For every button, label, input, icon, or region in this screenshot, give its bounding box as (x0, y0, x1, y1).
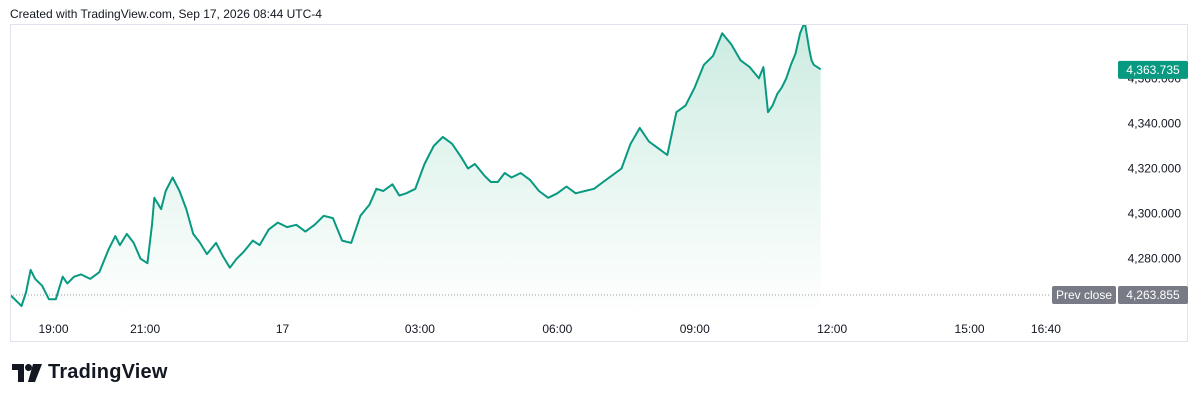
y-axis[interactable]: 4,280.0004,300.0004,320.0004,340.0004,36… (1128, 71, 1182, 265)
x-tick-label: 03:00 (405, 322, 435, 336)
x-tick-label: 06:00 (542, 322, 572, 336)
tradingview-logo[interactable]: TradingView (12, 361, 168, 384)
last-price-label: 4,363.735 (1118, 60, 1188, 79)
svg-text:4,263.855: 4,263.855 (1126, 288, 1180, 302)
x-tick-label: 09:00 (680, 322, 710, 336)
y-tick-label: 4,320.000 (1128, 162, 1182, 176)
chart-frame[interactable] (10, 24, 1188, 342)
svg-text:Prev close: Prev close (1056, 288, 1112, 302)
price-chart[interactable]: 4,280.000 4,300.000 4,320.000 4,340.000 4,36… (0, 0, 1200, 345)
price-line (11, 25, 822, 307)
prev-close-label: Prev close 4,263.855 (1052, 286, 1188, 305)
y-tick-label: 4,340.000 (1128, 116, 1182, 130)
x-tick-label: 16:40 (1031, 322, 1061, 336)
tradingview-wordmark: TradingView (48, 361, 168, 383)
y-tick-label: 4,280.000 (1128, 252, 1182, 266)
x-tick-label: 21:00 (130, 322, 160, 336)
x-tick-label: 19:00 (38, 322, 68, 336)
x-tick-label: 12:00 (817, 322, 847, 336)
price-area-fill (11, 25, 821, 315)
x-axis[interactable]: 19:00 21:00 17 03:00 06:00 09:00 12:00 15:00 16:… (38, 322, 1061, 336)
svg-text:4,363.735: 4,363.735 (1126, 63, 1180, 77)
created-with-caption: Created with TradingView.com, Sep 17, 20… (10, 7, 322, 21)
x-tick-label: 15:00 (955, 322, 985, 336)
x-tick-label: 17 (276, 322, 290, 336)
tradingview-logo-icon (12, 363, 42, 382)
y-tick-label: 4,300.000 (1128, 207, 1182, 221)
